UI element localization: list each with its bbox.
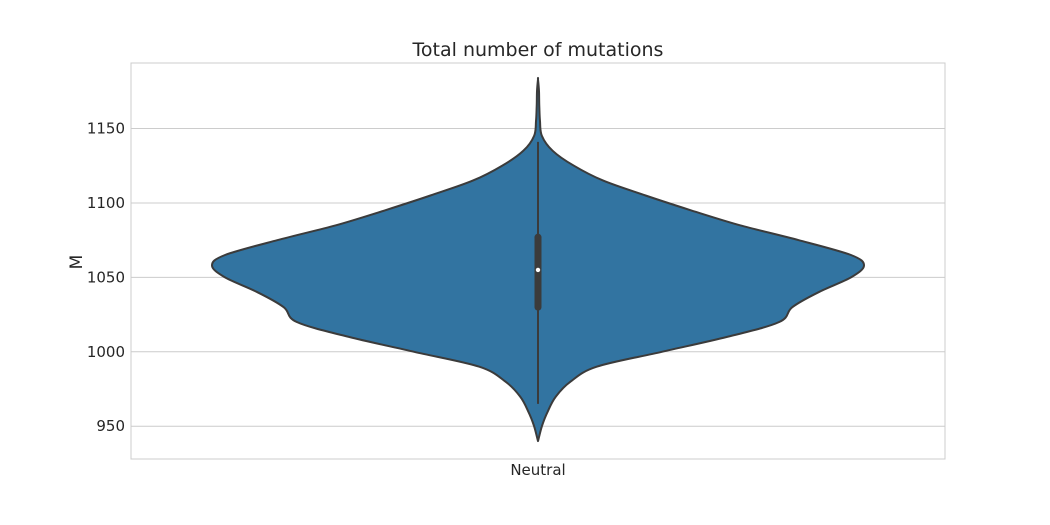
violins <box>211 76 865 443</box>
y-tick-label: 1000 <box>87 343 125 361</box>
x-tick-labels: Neutral <box>510 461 565 479</box>
plot-frame <box>130 62 946 460</box>
y-tick-label: 1050 <box>87 268 125 286</box>
y-tick-label: 1150 <box>87 120 125 138</box>
chart-title: Total number of mutations <box>412 39 664 61</box>
y-tick-label: 1100 <box>87 194 125 212</box>
y-axis-label: M <box>67 255 87 270</box>
y-tick-label: 950 <box>96 417 125 435</box>
violin-median-point <box>535 267 541 273</box>
y-tick-labels: 950 1000 1050 1100 1150 <box>87 120 125 436</box>
x-tick-label: Neutral <box>510 461 565 479</box>
